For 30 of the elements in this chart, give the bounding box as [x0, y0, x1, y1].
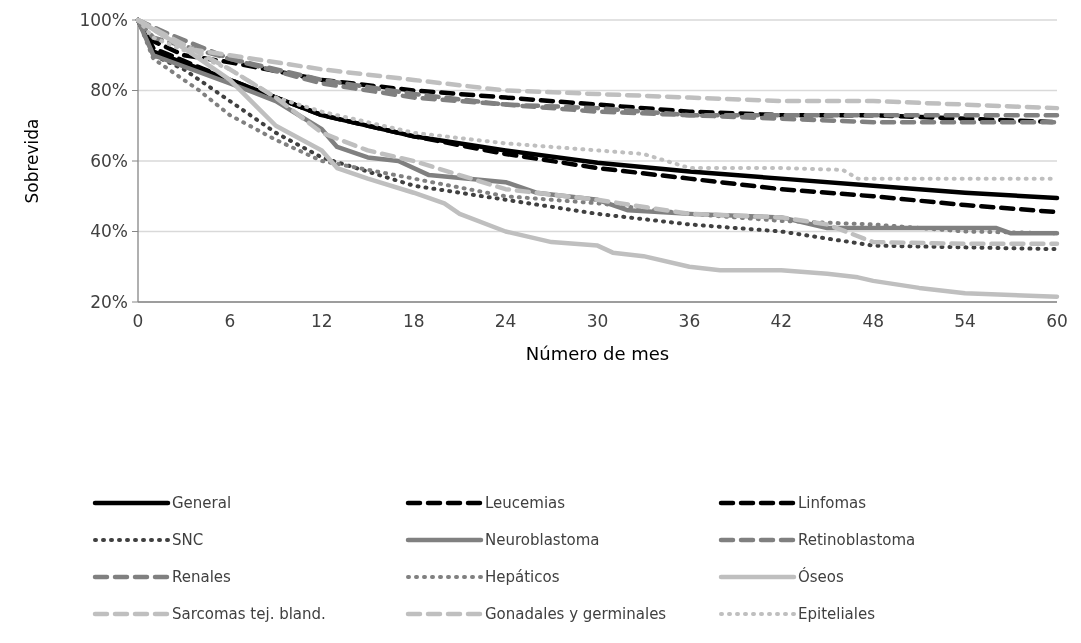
x-tick-label: 30	[586, 311, 609, 331]
x-axis-title: Número de mes	[525, 343, 670, 364]
x-tick-label: 54	[954, 311, 976, 331]
legend-label: General	[172, 494, 232, 513]
x-tick-label: 24	[494, 311, 517, 331]
legend-label: Epiteliales	[798, 605, 876, 624]
legend-label: Hepáticos	[485, 568, 560, 587]
x-tick-label: 18	[402, 311, 425, 331]
x-tick-label: 6	[224, 311, 236, 331]
y-tick-label: 100%	[79, 9, 128, 30]
x-tick-label: 48	[862, 311, 885, 331]
legend-label: Sarcomas tej. bland.	[172, 605, 326, 624]
legend-label: Gonadales y germinales	[485, 605, 667, 624]
x-tick-label: 0	[132, 311, 144, 331]
y-tick-label: 40%	[90, 221, 128, 242]
legend-label: Leucemias	[485, 494, 566, 513]
legend-label: Neuroblastoma	[485, 531, 600, 550]
y-tick-label: 80%	[90, 80, 128, 101]
y-tick-label: 60%	[90, 150, 128, 171]
legend-label: Óseos	[798, 567, 845, 587]
x-tick-label: 42	[770, 311, 793, 331]
legend-label: Retinoblastoma	[798, 531, 916, 550]
x-tick-label: 12	[310, 311, 333, 331]
y-axis-title: Sobrevida	[22, 118, 42, 204]
x-tick-label: 60	[1046, 311, 1068, 331]
legend-label: Renales	[172, 568, 232, 587]
legend-label: SNC	[172, 531, 204, 550]
y-tick-label: 20%	[90, 291, 128, 312]
x-tick-label: 36	[678, 311, 701, 331]
legend-label: Linfomas	[798, 494, 867, 513]
